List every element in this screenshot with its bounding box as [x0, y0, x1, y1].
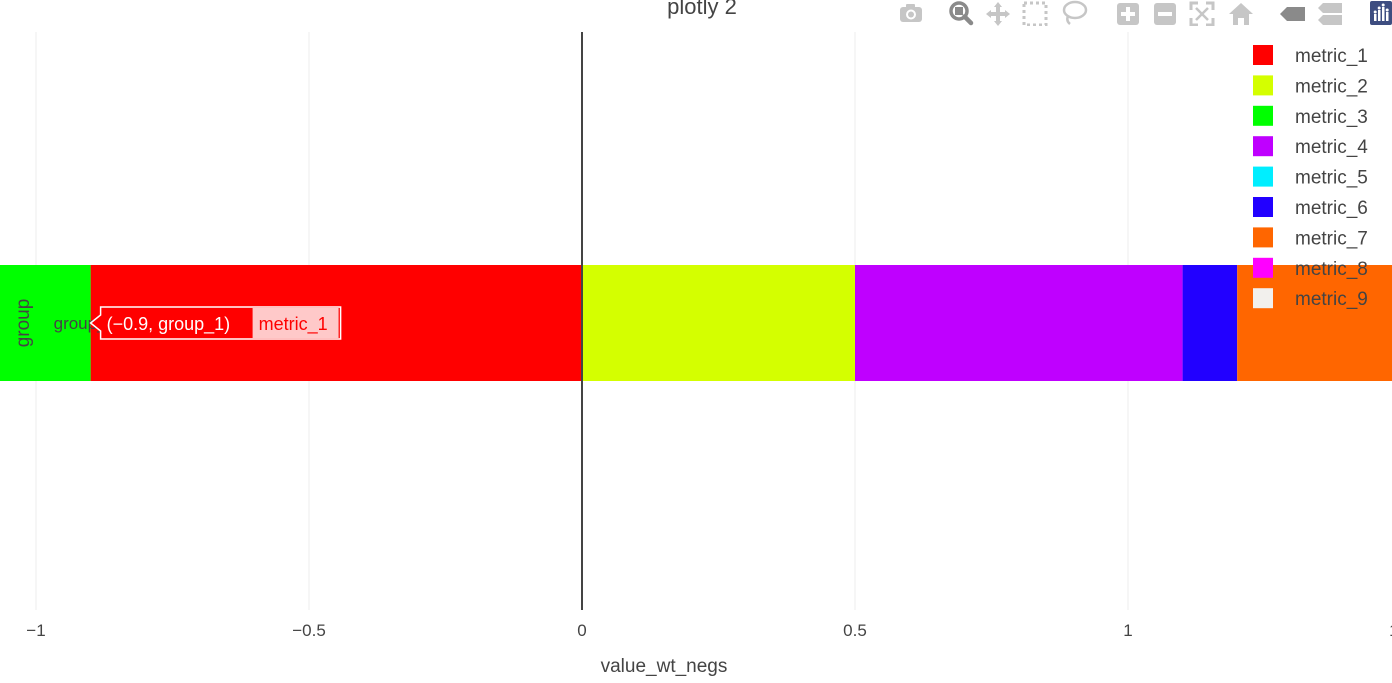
legend-label: metric_2 — [1295, 76, 1368, 97]
legend-label: metric_7 — [1295, 228, 1368, 249]
x-tick-label: 1 — [1123, 621, 1132, 640]
chart-title: plotly 2 — [667, 0, 737, 19]
legend-item-metric_7[interactable]: metric_7 — [1253, 227, 1368, 249]
legend-label: metric_9 — [1295, 289, 1368, 310]
autoscale-icon[interactable]: Autoscale — [1189, 1, 1215, 27]
legend-label: metric_5 — [1295, 168, 1368, 189]
legend-swatch — [1253, 197, 1273, 217]
legend-item-metric_4[interactable]: metric_4 — [1253, 136, 1368, 158]
legend-item-metric_8[interactable]: metric_8 — [1253, 257, 1368, 280]
x-tick-label: −0.5 — [292, 621, 326, 640]
bar-metric_7[interactable] — [1237, 265, 1392, 381]
hover-text: (−0.9, group_1) — [107, 314, 231, 335]
x-tick-label: 1.5 — [1389, 621, 1392, 640]
pan-icon[interactable]: Pan — [986, 2, 1010, 26]
legend-swatch — [1253, 136, 1273, 157]
zoom-icon[interactable]: Zoom — [949, 1, 974, 26]
hover-tooltip: (−0.9, group_1) metric_1 — [89, 306, 342, 340]
legend-label: metric_4 — [1295, 137, 1368, 158]
lasso-select-icon[interactable]: Lasso Select — [1062, 0, 1088, 25]
legend-swatch — [1253, 45, 1273, 65]
modebar: Download plot as a png Zoom Pan Box Select L… — [896, 0, 1392, 27]
legend-label: metric_6 — [1295, 198, 1368, 219]
zoom-in-icon[interactable]: Zoom in — [1117, 3, 1139, 25]
hover-series-label: metric_1 — [259, 314, 328, 335]
bar-metric_4[interactable] — [855, 265, 1183, 381]
legend-swatch — [1253, 227, 1273, 248]
hover-compare-icon[interactable]: Compare data on hover — [1318, 3, 1342, 25]
plotly-logo-icon[interactable]: Produced with Plotly — [1370, 1, 1392, 25]
x-tick-label: 0 — [577, 621, 586, 640]
legend-item-metric_6[interactable]: metric_6 — [1253, 197, 1368, 219]
bar-metric_2[interactable] — [582, 265, 855, 381]
legend-label: metric_3 — [1295, 107, 1368, 128]
hover-closest-icon[interactable]: Show closest data on hover — [1280, 7, 1305, 21]
legend-swatch — [1253, 257, 1273, 278]
bar-metric_6[interactable] — [1182, 265, 1238, 381]
legend-swatch — [1253, 75, 1273, 96]
legend-item-metric_1[interactable]: metric_1 — [1253, 45, 1368, 67]
legend-item-metric_3[interactable]: metric_3 — [1253, 105, 1368, 128]
bar-metric_3[interactable] — [0, 265, 91, 381]
legend-swatch — [1253, 288, 1273, 309]
camera-icon[interactable]: Download plot as a png — [900, 4, 922, 22]
x-tick-labels: −1.5−1−0.500.511.52 — [26, 621, 1392, 640]
legend[interactable]: metric_1 metric_2 metric_3 metric_4 metric_5… — [1253, 45, 1368, 310]
reset-axes-icon[interactable]: Reset axes — [1229, 3, 1253, 25]
box-select-icon[interactable]: Box Select — [1022, 1, 1048, 27]
x-tick-label: −1 — [26, 621, 45, 640]
legend-label: metric_1 — [1295, 46, 1368, 67]
legend-swatch — [1253, 166, 1273, 187]
x-axis-title: value_wt_negs — [601, 656, 728, 677]
legend-swatch — [1253, 105, 1273, 126]
hover-name-box — [252, 308, 339, 338]
x-tick-label: 0.5 — [843, 621, 867, 640]
legend-item-metric_9[interactable]: metric_9 — [1253, 288, 1368, 310]
legend-item-metric_2[interactable]: metric_2 — [1253, 75, 1368, 97]
legend-label: metric_8 — [1295, 259, 1368, 280]
y-axis-title: group — [13, 299, 34, 348]
zoom-out-icon[interactable]: Zoom out — [1154, 3, 1176, 25]
legend-item-metric_5[interactable]: metric_5 — [1253, 166, 1368, 189]
